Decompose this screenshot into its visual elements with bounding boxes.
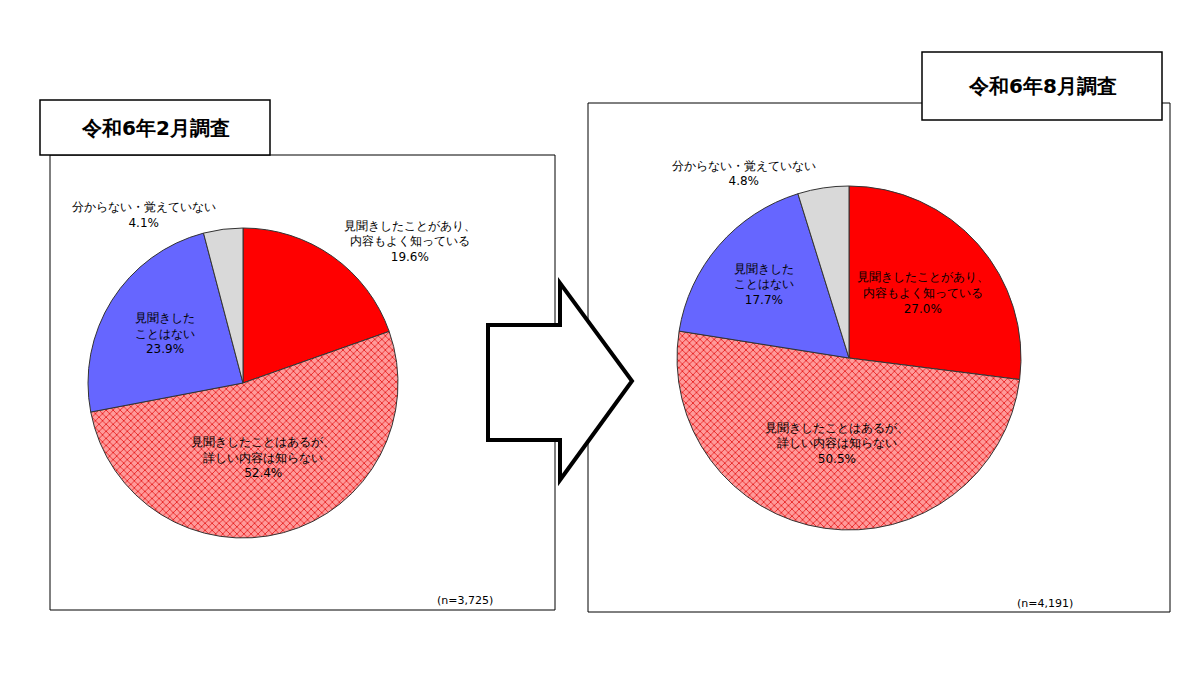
svg-text:見聞きしたことはない17.7%: 見聞きしたことはない17.7% — [734, 262, 794, 307]
svg-text:見聞きしたことはあるが、詳しい内容は知らない50.5%: 見聞きしたことはあるが、詳しい内容は知らない50.5% — [765, 421, 909, 466]
svg-text:見聞きしたことがあり、内容もよく知っている27.0%: 見聞きしたことがあり、内容もよく知っている27.0% — [857, 270, 989, 315]
svg-text:(n=3,725): (n=3,725) — [437, 594, 493, 607]
svg-text:分からない・覚えていない4.1%: 分からない・覚えていない4.1% — [72, 200, 216, 230]
svg-text:分からない・覚えていない4.8%: 分からない・覚えていない4.8% — [672, 159, 816, 189]
svg-text:見聞きしたことはない23.9%: 見聞きしたことはない23.9% — [135, 311, 195, 356]
svg-text:見聞きしたことはあるが、詳しい内容は知らない52.4%: 見聞きしたことはあるが、詳しい内容は知らない52.4% — [191, 435, 335, 480]
svg-text:令和6年8月調査: 令和6年8月調査 — [968, 74, 1117, 98]
svg-text:(n=4,191): (n=4,191) — [1017, 597, 1073, 610]
svg-text:令和6年2月調査: 令和6年2月調査 — [81, 116, 230, 140]
svg-text:見聞きしたことがあり、内容もよく知っている19.6%: 見聞きしたことがあり、内容もよく知っている19.6% — [344, 219, 476, 264]
